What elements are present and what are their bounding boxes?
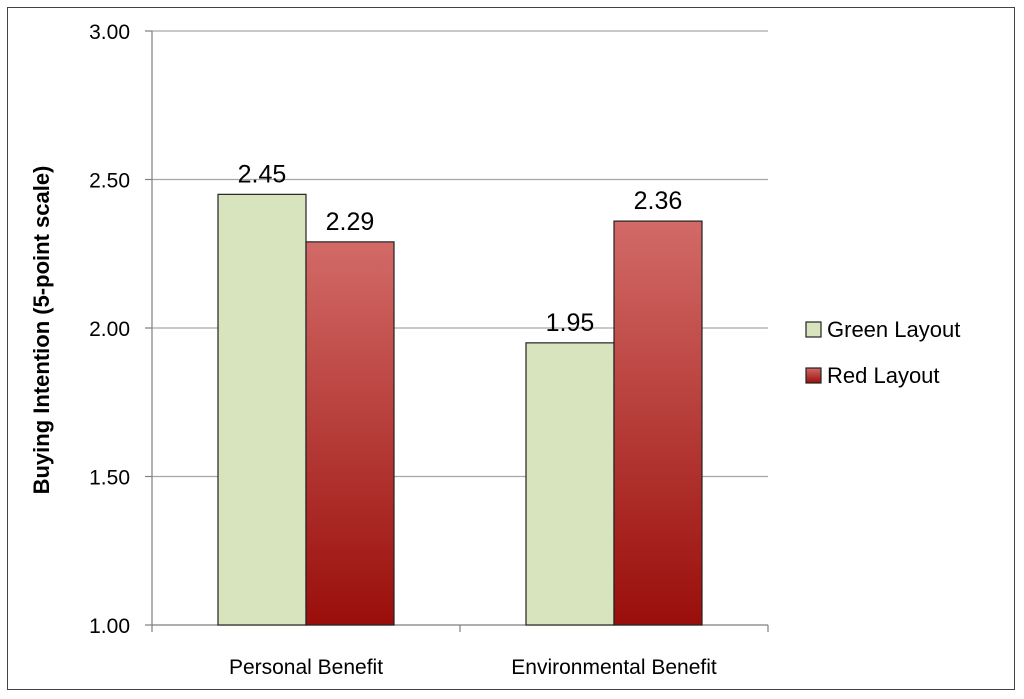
y-tick-label: 1.50 bbox=[89, 467, 130, 490]
data-label: 2.45 bbox=[238, 160, 287, 188]
bar-red-layout bbox=[613, 220, 703, 626]
data-label: 1.95 bbox=[546, 309, 595, 337]
y-tick-label: 2.50 bbox=[89, 170, 130, 193]
y-tick-label: 2.00 bbox=[89, 318, 130, 341]
legend-swatch bbox=[805, 367, 822, 384]
bar-green-layout bbox=[217, 193, 307, 626]
chart-frame bbox=[7, 7, 1015, 690]
bars bbox=[217, 193, 703, 626]
data-labels: 2.45 2.29 1.95 2.36 bbox=[238, 160, 683, 337]
data-label: 2.36 bbox=[634, 187, 683, 215]
x-category-label: Environmental Benefit bbox=[511, 656, 717, 679]
y-tick-label: 1.00 bbox=[89, 615, 130, 638]
legend-swatch bbox=[805, 321, 822, 338]
legend-label: Red Layout bbox=[827, 363, 940, 388]
x-category-label: Personal Benefit bbox=[229, 656, 383, 679]
legend: Green Layout Red Layout bbox=[805, 317, 960, 388]
bar-red-layout bbox=[305, 241, 395, 626]
legend-label: Green Layout bbox=[827, 317, 960, 342]
y-axis-label: Buying Intention (5-point scale) bbox=[29, 166, 54, 495]
data-label: 2.29 bbox=[326, 208, 375, 236]
bar-green-layout bbox=[525, 342, 615, 626]
y-tick-label: 3.00 bbox=[89, 21, 130, 44]
